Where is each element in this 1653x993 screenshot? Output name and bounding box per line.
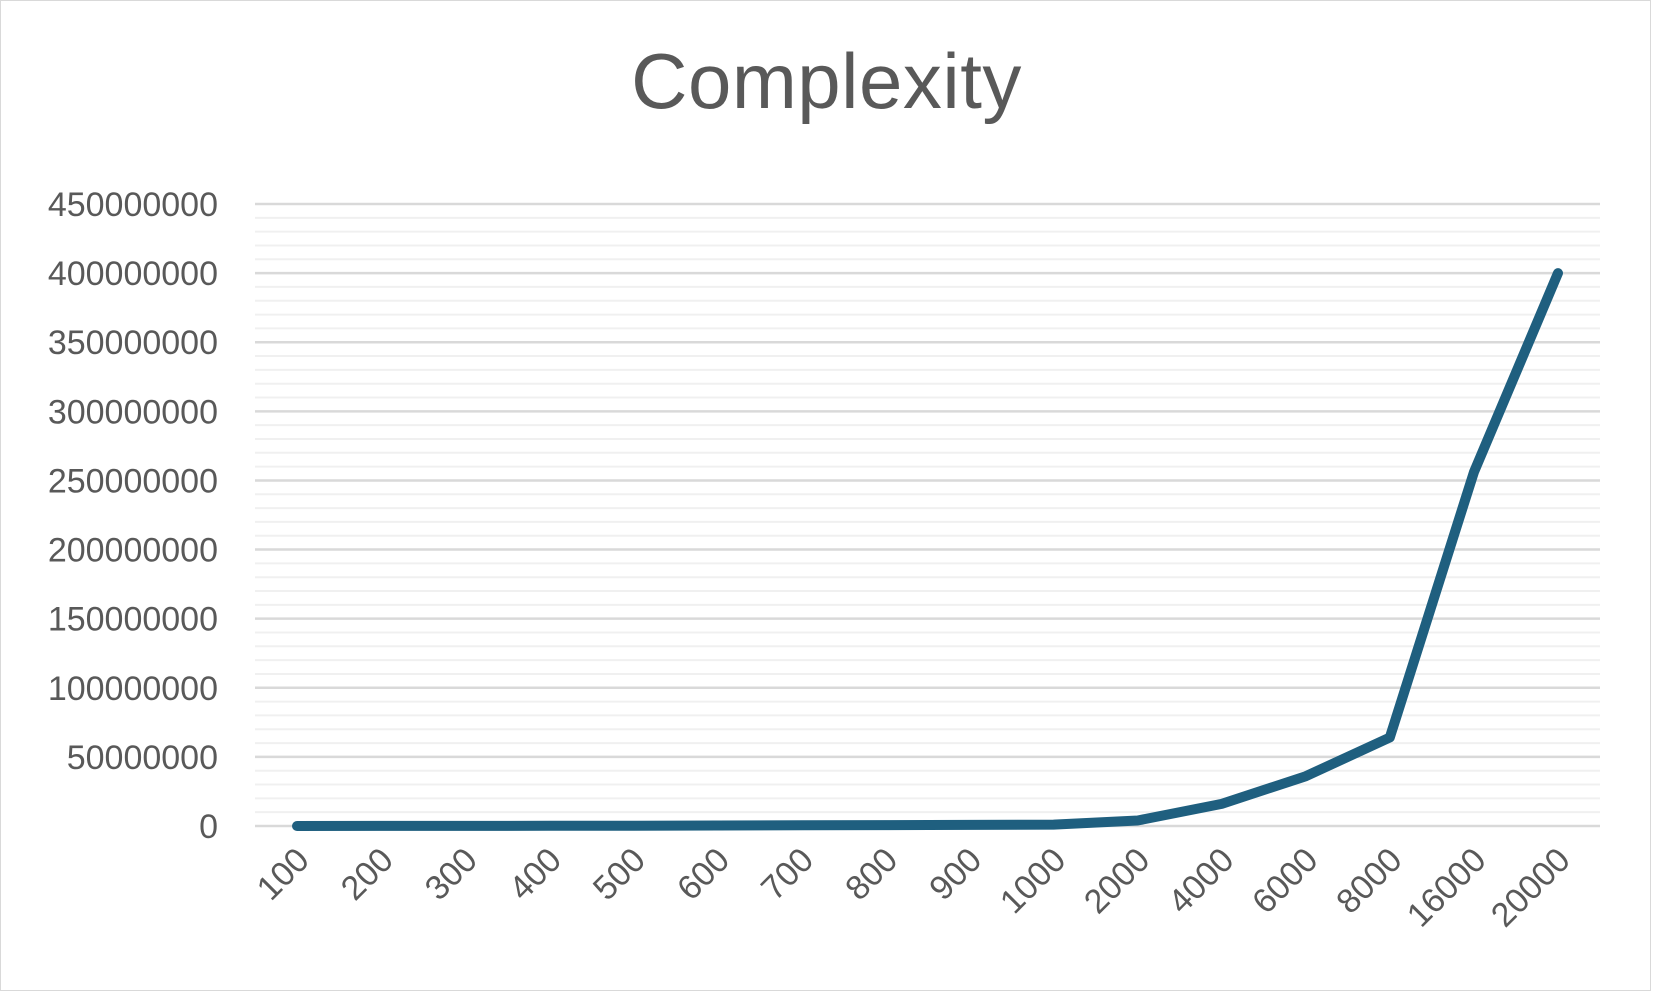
y-tick-label: 150000000 (48, 601, 218, 639)
x-tick-label: 900 (922, 841, 989, 908)
x-tick-label: 20000 (1484, 841, 1578, 935)
x-tick-label: 700 (754, 841, 821, 908)
y-tick-label: 200000000 (48, 532, 218, 570)
x-tick-label: 200 (334, 841, 401, 908)
x-tick-label: 300 (418, 841, 485, 908)
chart-title: Complexity (631, 37, 1022, 125)
x-tick-label: 800 (838, 841, 905, 908)
x-tick-label: 16000 (1400, 841, 1494, 935)
y-tick-label: 250000000 (48, 462, 218, 500)
minor-gridlines (255, 216, 1600, 814)
series-line (292, 268, 1563, 831)
x-tick-label: 8000 (1329, 841, 1409, 921)
y-tick-label: 100000000 (48, 670, 218, 708)
x-tick-label: 400 (502, 841, 569, 908)
y-tick-label: 350000000 (48, 324, 218, 362)
major-gridlines (255, 202, 1600, 828)
x-tick-label: 100 (250, 841, 317, 908)
y-tick-label: 300000000 (48, 393, 218, 431)
series-group (292, 268, 1563, 831)
y-tick-label: 0 (199, 808, 218, 846)
x-tick-label: 4000 (1161, 841, 1241, 921)
y-tick-label: 50000000 (67, 739, 218, 777)
x-tick-label: 6000 (1245, 841, 1325, 921)
x-axis-tick-labels: 100 200 300 400 500 600 700 800 900 1000 2000 4000 6… (250, 841, 1578, 935)
y-tick-label: 450000000 (48, 186, 218, 224)
y-axis-tick-labels: 0 50000000 100000000 150000000 200000000 2500… (48, 186, 218, 846)
x-tick-label: 2000 (1077, 841, 1157, 921)
y-tick-label: 400000000 (48, 255, 218, 293)
x-tick-label: 1000 (993, 841, 1073, 921)
x-tick-label: 600 (670, 841, 737, 908)
x-tick-label: 500 (586, 841, 653, 908)
